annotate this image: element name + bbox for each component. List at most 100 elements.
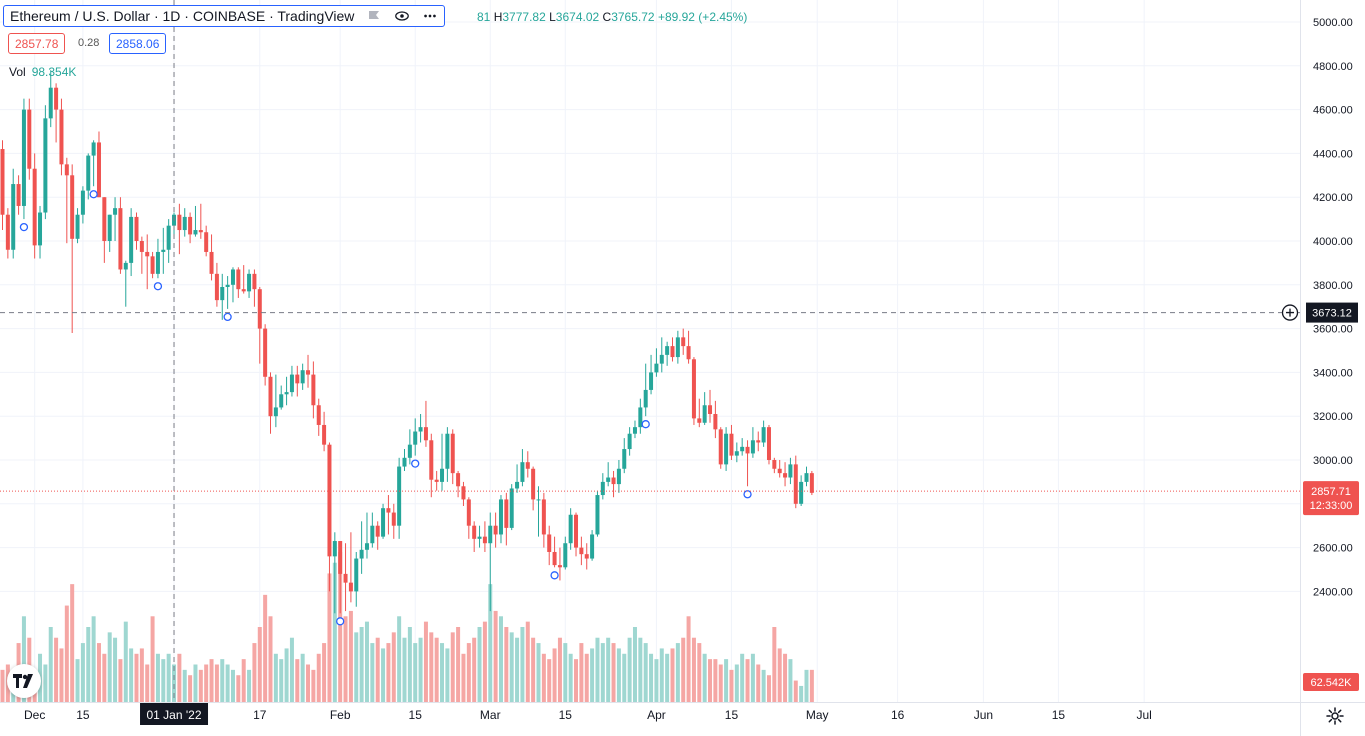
candle (370, 512, 375, 548)
volume-bar (263, 594, 268, 702)
volume-bar (182, 669, 187, 702)
candle (643, 363, 648, 417)
volume-bar (21, 616, 26, 702)
volume-bar (166, 653, 171, 702)
volume-bar (359, 627, 364, 702)
volume-bar (80, 643, 85, 702)
volume-bar (375, 637, 380, 702)
candle (450, 429, 455, 485)
candle (488, 512, 493, 612)
candle (188, 212, 193, 244)
volume-bar (745, 659, 750, 702)
candle (654, 348, 659, 377)
volume-bar (391, 632, 396, 702)
volume-bar (48, 627, 53, 702)
x-tick-label: Jun (974, 708, 993, 722)
candle (584, 543, 589, 570)
eye-icon[interactable] (394, 8, 410, 24)
tradingview-logo[interactable] (7, 664, 41, 698)
candle (54, 83, 59, 143)
candle (563, 536, 568, 570)
volume-bar (584, 653, 589, 702)
volume-bar (761, 669, 766, 702)
candle (338, 541, 343, 614)
symbol-legend[interactable]: Ethereum / U.S. Dollar · 1D · COINBASE ·… (3, 5, 446, 27)
volume-bar (531, 637, 536, 702)
candle (75, 208, 80, 244)
candle (799, 475, 804, 506)
x-tick-label: 15 (1052, 708, 1066, 722)
volume-bar (273, 653, 278, 702)
volume-bar (547, 659, 552, 702)
candle (155, 238, 160, 279)
dividend-marker (89, 190, 98, 199)
candle (461, 481, 466, 506)
candle (332, 532, 337, 614)
candle (772, 457, 777, 474)
volume-bar (134, 653, 139, 702)
volume-bar (783, 653, 788, 702)
volume-bar (772, 627, 777, 702)
volume-bar (300, 653, 305, 702)
volume-bar (670, 648, 675, 702)
volume-legend: Vol 98.354K (9, 65, 76, 79)
volume-bar (64, 605, 69, 702)
volume-bar (279, 659, 284, 702)
volume-bar (702, 653, 707, 702)
buy-price-button[interactable]: 2858.06 (109, 33, 167, 54)
settings-gear-icon[interactable] (1325, 706, 1345, 726)
candle (359, 521, 364, 574)
volume-bar (697, 643, 702, 702)
y-tick-label: 2600.00 (1313, 543, 1353, 555)
volume-bar (161, 659, 166, 702)
crosshair-date-label: 01 Jan '22 (147, 708, 202, 722)
candle (230, 267, 235, 303)
volume-bar (70, 584, 75, 702)
volume-bar (236, 675, 241, 702)
candle (627, 427, 632, 456)
volume-bar (456, 627, 461, 702)
candle (708, 389, 713, 423)
candle (750, 427, 755, 458)
volume-bar (541, 653, 546, 702)
candle (809, 470, 814, 496)
candle (434, 470, 439, 491)
x-tick-label: Feb (330, 708, 351, 722)
candle (456, 470, 461, 498)
volume-bar (756, 664, 761, 702)
last-volume-label: 62.542K (1311, 677, 1353, 689)
candle (284, 376, 289, 406)
volume-bar (611, 643, 616, 702)
x-tick-label: 15 (725, 708, 739, 722)
y-tick-label: 4200.00 (1313, 192, 1353, 204)
volume-bar (418, 637, 423, 702)
candle (193, 205, 198, 237)
volume-bar (113, 637, 118, 702)
more-icon[interactable] (422, 8, 438, 24)
sell-price-button[interactable]: 2857.78 (8, 33, 66, 54)
candle (552, 536, 557, 568)
volume-bar (230, 669, 235, 702)
volume-bar (708, 659, 713, 702)
candle (590, 530, 595, 561)
volume-bar (804, 669, 809, 702)
candle (686, 330, 691, 364)
volume-label: Vol (9, 65, 26, 79)
candle (665, 341, 670, 366)
flag-icon[interactable] (366, 8, 382, 24)
candle (150, 251, 155, 279)
open-value-fragment: 81 (477, 10, 491, 24)
candle (756, 431, 761, 452)
volume-bar (348, 610, 353, 702)
volume-bar (386, 643, 391, 702)
volume-bar (86, 627, 91, 702)
volume-bar (214, 664, 219, 702)
volume-bar (777, 648, 782, 702)
candle (118, 197, 123, 274)
last-price-box (1303, 481, 1359, 516)
candle (295, 365, 300, 397)
volume-bar (643, 643, 648, 702)
candle (504, 492, 509, 546)
symbol-title: Ethereum / U.S. Dollar · 1D · COINBASE ·… (10, 8, 355, 24)
